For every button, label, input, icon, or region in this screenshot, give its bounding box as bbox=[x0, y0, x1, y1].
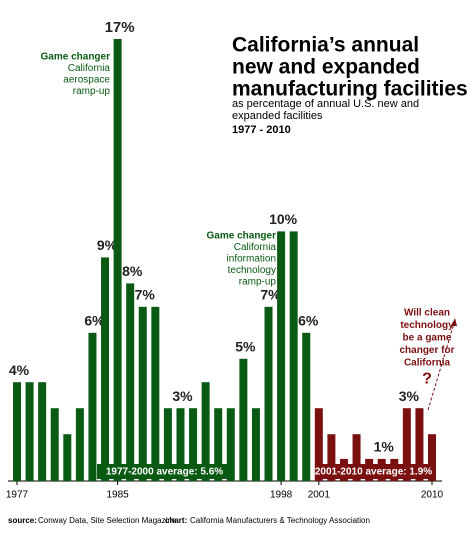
bar bbox=[75, 408, 84, 481]
question: California bbox=[404, 358, 451, 369]
bar bbox=[126, 283, 135, 481]
question: changer for bbox=[399, 345, 454, 356]
credit-label: chart: bbox=[165, 516, 187, 525]
annotation: California bbox=[68, 63, 111, 74]
chart-title: new and expanded bbox=[232, 56, 420, 79]
bar bbox=[277, 231, 286, 481]
subtitle: expanded facilities bbox=[232, 110, 323, 122]
bar bbox=[176, 408, 185, 481]
bar bbox=[201, 382, 210, 481]
x-tick-label: 1985 bbox=[106, 490, 129, 501]
arrow-head bbox=[451, 318, 457, 326]
annotation: ramp-up bbox=[73, 86, 111, 97]
question: be a game bbox=[403, 333, 452, 344]
x-tick-label: 1998 bbox=[270, 490, 293, 501]
credit-text: California Manufacturers & Technology As… bbox=[190, 516, 370, 525]
value-label: 5% bbox=[235, 339, 256, 355]
value-label: 17% bbox=[105, 19, 135, 36]
bar bbox=[113, 39, 122, 481]
bar bbox=[302, 332, 311, 481]
value-label: 10% bbox=[269, 211, 298, 227]
bar bbox=[352, 434, 361, 481]
bar bbox=[101, 257, 110, 481]
bar bbox=[50, 408, 59, 481]
bar bbox=[151, 306, 160, 481]
source-text: Conway Data, Site Selection Magazine bbox=[38, 516, 177, 525]
annotation: Game changer bbox=[207, 231, 277, 242]
value-label: 6% bbox=[298, 313, 319, 329]
bar bbox=[214, 408, 223, 481]
subtitle: 1977 - 2010 bbox=[232, 124, 291, 136]
x-tick-label: 2010 bbox=[421, 490, 444, 501]
chart-title: manufacturing facilities bbox=[232, 78, 468, 101]
bar bbox=[251, 408, 260, 481]
chart-title: California’s annual bbox=[232, 34, 419, 57]
average-label: 1977-2000 average: 5.6% bbox=[106, 467, 223, 478]
value-label: 7% bbox=[135, 287, 156, 303]
subtitle: as percentage of annual U.S. new and bbox=[232, 98, 419, 110]
bar bbox=[25, 382, 34, 481]
value-label: 4% bbox=[9, 362, 30, 378]
value-label: 8% bbox=[122, 263, 143, 279]
value-label: 7% bbox=[260, 287, 281, 303]
value-label: 1% bbox=[374, 439, 395, 455]
annotation: aerospace bbox=[63, 75, 110, 86]
bar bbox=[138, 306, 147, 481]
annotation: ramp-up bbox=[239, 277, 277, 288]
question: ? bbox=[422, 371, 432, 388]
bar bbox=[415, 408, 424, 481]
value-label: 3% bbox=[399, 388, 420, 404]
annotation: technology bbox=[228, 265, 276, 276]
average-label: 2001-2010 average: 1.9% bbox=[315, 467, 432, 478]
average-box bbox=[97, 464, 232, 479]
bar bbox=[402, 408, 411, 481]
bar bbox=[239, 358, 248, 481]
bar bbox=[63, 434, 72, 481]
bar bbox=[226, 408, 235, 481]
x-tick-label: 1977 bbox=[6, 490, 29, 501]
bar bbox=[88, 332, 97, 481]
bar bbox=[264, 306, 273, 481]
question: Will clean bbox=[404, 308, 450, 319]
annotation: Game changer bbox=[41, 52, 111, 63]
bar bbox=[289, 231, 298, 481]
bar bbox=[327, 434, 336, 481]
bar bbox=[428, 434, 436, 481]
bar bbox=[38, 382, 47, 481]
annotation: information bbox=[227, 254, 276, 265]
value-label: 9% bbox=[97, 237, 118, 253]
average-box bbox=[316, 464, 431, 479]
bar bbox=[314, 408, 323, 481]
value-label: 6% bbox=[84, 313, 105, 329]
bar bbox=[189, 408, 198, 481]
question: technology bbox=[400, 320, 454, 331]
arrow bbox=[427, 319, 456, 411]
bar bbox=[13, 382, 21, 481]
value-label: 3% bbox=[172, 388, 193, 404]
x-tick-label: 2001 bbox=[308, 490, 331, 501]
bar bbox=[163, 408, 172, 481]
source-label: source: bbox=[8, 516, 37, 525]
annotation: California bbox=[234, 242, 277, 253]
